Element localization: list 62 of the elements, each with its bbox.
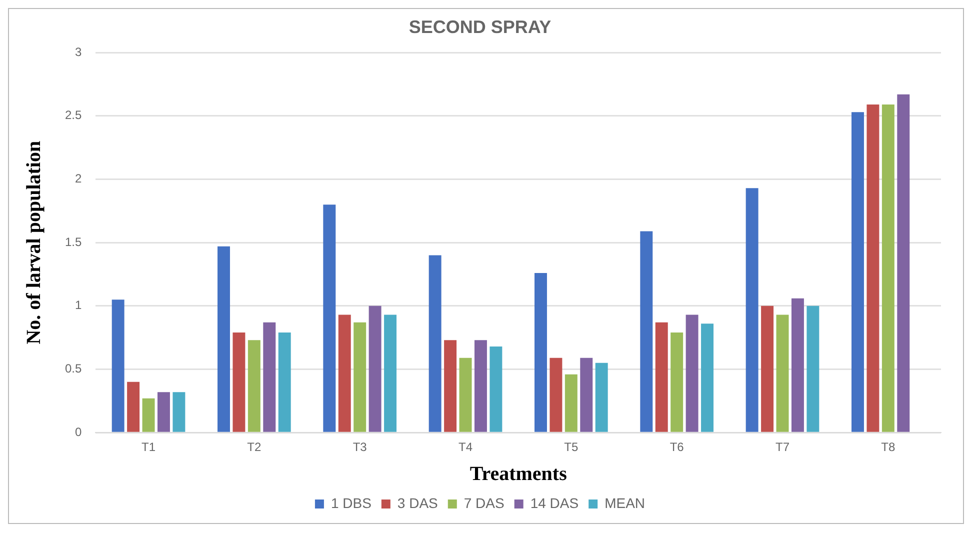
- bar: [218, 246, 230, 432]
- bar: [112, 300, 124, 432]
- bar: [791, 298, 804, 432]
- x-axis-title: Treatments: [470, 463, 568, 486]
- bar: [474, 340, 487, 432]
- x-tick-label: T1: [142, 440, 156, 454]
- legend-label: 3 DAS: [397, 494, 438, 511]
- bar: [354, 322, 366, 432]
- bar: [852, 112, 864, 432]
- bar: [490, 346, 502, 432]
- bar: [534, 273, 547, 432]
- bar: [595, 362, 608, 432]
- x-tick-label: T8: [881, 440, 896, 454]
- y-tick-label: 3: [74, 44, 82, 59]
- bar: [580, 358, 593, 432]
- y-tick-label: 1: [74, 298, 82, 312]
- bar: [776, 314, 789, 432]
- y-axis-title: No. of larval population: [23, 140, 46, 344]
- bar: [686, 314, 698, 432]
- legend-label: 14 DAS: [530, 494, 579, 511]
- bar: [670, 332, 684, 432]
- legend-label: 1 DBS: [330, 494, 372, 511]
- bar: [640, 231, 653, 432]
- bar: [444, 340, 457, 432]
- y-tick-label: 2: [74, 172, 82, 186]
- bar: [866, 104, 880, 432]
- legend-label: 7 DAS: [464, 494, 504, 511]
- bar: [157, 392, 170, 432]
- bar: [701, 324, 714, 432]
- bar: [127, 382, 140, 432]
- x-tick-label: T2: [247, 440, 262, 454]
- bar: [142, 398, 155, 432]
- legend-label: MEAN: [604, 494, 646, 511]
- chart-title: SECOND SPRAY: [408, 16, 552, 37]
- bar: [323, 204, 336, 432]
- x-tick-label: T3: [352, 440, 368, 454]
- bar: [746, 188, 758, 432]
- bar: [761, 306, 774, 432]
- y-tick-label: 2.5: [64, 108, 82, 122]
- bar: [428, 255, 442, 432]
- x-tick-label: T4: [458, 440, 473, 454]
- bar: [248, 340, 260, 432]
- bar: [564, 374, 578, 432]
- bar: [550, 358, 562, 432]
- bar: [232, 332, 246, 432]
- x-tick-label: T6: [670, 440, 684, 454]
- x-tick-label: T5: [564, 440, 578, 454]
- bar: [338, 314, 351, 432]
- bar: [655, 322, 668, 432]
- bar: [263, 322, 276, 432]
- bar: [882, 104, 894, 432]
- bar: [384, 314, 397, 432]
- bar: [278, 332, 291, 432]
- bar: [459, 358, 472, 432]
- y-tick-label: 0: [74, 424, 82, 439]
- bar: [806, 306, 820, 432]
- y-tick-label: 1.5: [64, 234, 82, 249]
- bar: [368, 306, 382, 432]
- bar: [897, 94, 910, 432]
- bar: [172, 392, 186, 432]
- y-tick-label: 0.5: [64, 362, 82, 376]
- x-tick-label: T7: [775, 440, 790, 454]
